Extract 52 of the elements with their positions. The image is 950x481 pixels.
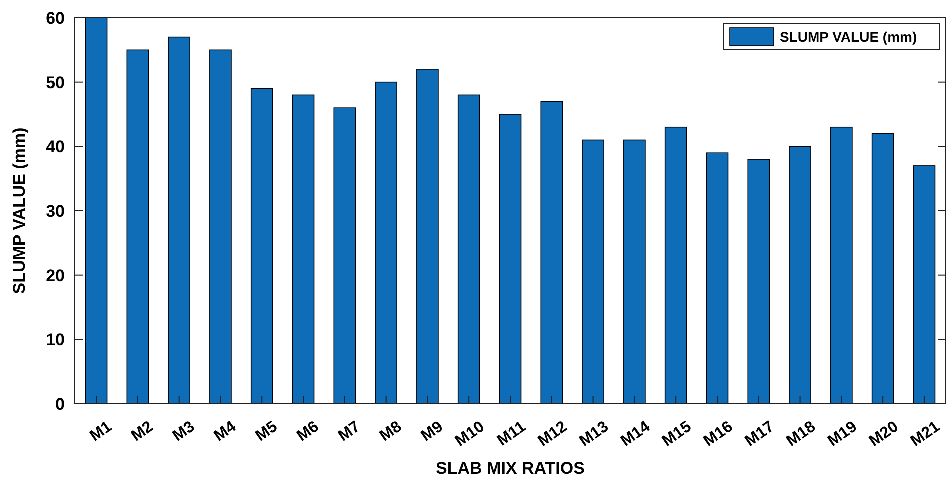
bar [126,50,150,404]
bar [292,94,315,404]
y-tick-label: 10 [46,330,65,350]
x-tick-label: M5 [252,418,281,446]
bar [250,88,274,404]
x-axis-title: SLAB MIX RATIOS [436,459,585,478]
bar [458,94,480,404]
y-tick-label: 0 [56,394,65,414]
bar [416,69,439,404]
x-tick-label: M2 [128,418,157,446]
x-tick-label: M3 [170,418,198,446]
bar [210,50,232,404]
bar [168,36,190,404]
x-tick-label: M17 [742,418,778,450]
bar [334,108,356,404]
x-tick-label: M11 [494,418,530,450]
bar [913,166,936,404]
bar [540,101,564,404]
legend-label: SLUMP VALUE (mm) [780,28,918,45]
x-tick-label: M20 [866,418,902,450]
y-tick-label: 40 [46,138,65,157]
x-tick-label: M16 [700,418,736,450]
x-tick-label: M7 [336,418,364,446]
x-tick-label: M4 [211,418,240,446]
bar [872,133,894,404]
x-tick-label: M1 [87,418,116,446]
bar [375,82,398,404]
x-tick-label: M6 [294,418,322,446]
x-tick-label: M18 [784,418,820,450]
bar [582,140,604,404]
x-tick-label: M14 [618,418,654,450]
bar [830,126,853,404]
x-tick-label: M12 [535,418,571,450]
bar [789,146,812,404]
x-tick-label: M10 [452,418,488,450]
bar [85,18,108,404]
bar [499,114,522,404]
y-tick-label: 50 [46,73,65,92]
x-tick-label: M21 [908,418,944,450]
x-tick-label: M13 [576,418,612,450]
y-axis-title: SLUMP VALUE (mm) [10,128,29,294]
y-tick-label: 30 [46,202,65,221]
x-tick-label: M8 [377,418,406,446]
y-tick-label: 60 [46,8,65,28]
x-tick-label: M9 [418,418,446,446]
x-tick-label: M19 [825,418,860,450]
bar [748,159,770,404]
bar [706,152,729,404]
bar [664,126,688,404]
x-tick-label: M15 [660,418,695,450]
y-tick-label: 20 [46,266,65,286]
bar [624,140,646,404]
